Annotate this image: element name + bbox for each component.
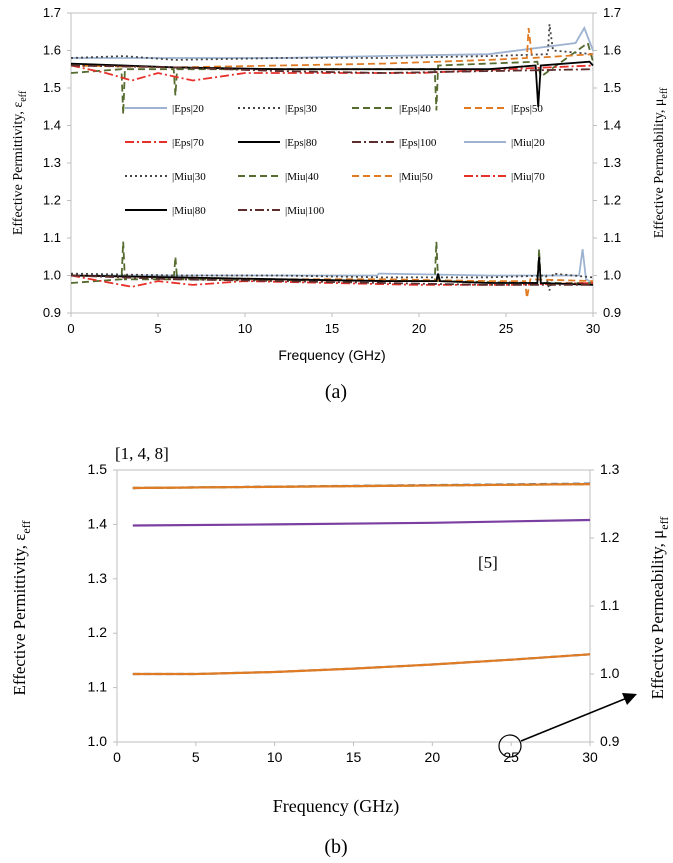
panel-a-ytick-label: 1.7 <box>43 5 61 20</box>
panel-a-series-line-5 <box>70 60 594 107</box>
panel-b-ytick-label: 1.0 <box>88 733 108 749</box>
panel-b-ytick-label: 1.1 <box>88 679 108 695</box>
panel-b-series-line-3 <box>132 518 591 527</box>
legend-label-3: |Eps|50 <box>511 103 543 115</box>
panel-a-series-line-6 <box>70 64 594 74</box>
panel-a-series-line-7 <box>71 249 594 284</box>
panel-b-xtick-label: 10 <box>267 749 283 765</box>
panel-a-series-line-9 <box>70 241 593 284</box>
panel-a-y2tick-label: 0.9 <box>603 305 621 320</box>
panel-b-series <box>132 482 591 676</box>
panel-a-xtick-label: 20 <box>412 321 426 336</box>
panel-b-y2tick-label: 1.1 <box>600 597 620 613</box>
legend-label-9: |Miu|40 <box>285 171 319 183</box>
panel-a-x-ticks: 0 5 10 15 20 25 30 <box>67 313 600 336</box>
panel-b-y2tick-label: 1.3 <box>600 461 620 477</box>
panel-b-highlight-circle <box>498 734 522 758</box>
panel-a-xtick-label: 5 <box>154 321 161 336</box>
panel-b-annotation-arrow <box>520 697 628 742</box>
panel-b-series-line-2 <box>132 483 591 490</box>
panel-b-left-ticks: 1.0 1.1 1.2 1.3 1.4 1.5 <box>88 461 117 749</box>
panel-a-right-ticks: 0.9 1.0 1.1 1.2 1.3 1.4 1.5 1.6 1.7 <box>593 5 621 320</box>
panel-a-left-ticks: 0.9 1.0 1.1 1.2 1.3 1.4 1.5 1.6 1.7 <box>43 5 71 320</box>
panel-b-series-line-4 <box>132 653 591 676</box>
panel-a-legend: |Eps|20 |Eps|30 |Eps|40 |Eps|50 |Eps|70 |Eps|… <box>125 103 545 217</box>
panel-a-label: (a) <box>325 381 347 403</box>
panel-b-y2tick-label: 1.0 <box>600 665 620 681</box>
panel-b-plot-frame <box>116 469 591 743</box>
legend-label-8: |Miu|30 <box>172 171 206 183</box>
panel-b-x-ticks: 0 5 10 15 20 25 30 <box>113 742 598 765</box>
panel-a-y2tick-label: 1.7 <box>603 5 621 20</box>
panel-b-arrow-head <box>622 693 637 705</box>
panel-a-chart: 0.9 1.0 1.1 1.2 1.3 1.4 1.5 1.6 1.7 0.9 1.0 1.1 1.2… <box>11 5 670 403</box>
panel-b-annotation-refs-1-4-8: [1, 4, 8] <box>115 444 169 463</box>
panel-a-xtick-label: 30 <box>586 321 600 336</box>
panel-a-series-line-0 <box>71 25 594 59</box>
panel-b-y2tick-label: 0.9 <box>600 733 620 749</box>
panel-b-chart: 1.0 1.1 1.2 1.3 1.4 1.5 0.9 1.0 1.1 1.2 1.3 0 5 10 1… <box>10 444 671 858</box>
panel-a-series-line-1 <box>70 24 594 61</box>
panel-b-y2-axis-title: Effective Permeability, μeff <box>648 517 671 700</box>
panel-b-xtick-label: 5 <box>192 749 200 765</box>
legend-label-12: |Miu|80 <box>172 205 206 217</box>
panel-a-ytick-label: 1.3 <box>43 155 61 170</box>
panel-b-series-line-5 <box>132 653 591 676</box>
panel-a-series-line-3 <box>70 27 594 69</box>
legend-label-0: |Eps|20 <box>172 103 204 115</box>
panel-b-x-axis-title: Frequency (GHz) <box>273 796 399 817</box>
legend-label-4: |Eps|70 <box>172 137 204 149</box>
panel-b-y-axis-title: Effective Permittivity, εeff <box>10 520 33 695</box>
panel-a-series-line-13 <box>70 274 593 286</box>
panel-a-y2tick-label: 1.4 <box>603 118 621 133</box>
panel-a-y2tick-label: 1.3 <box>603 155 621 170</box>
panel-b-annotation-ref-5: [5] <box>478 553 498 572</box>
panel-a-xtick-label: 25 <box>499 321 513 336</box>
panel-a-ytick-label: 1.6 <box>43 43 61 58</box>
legend-label-13: |Miu|100 <box>285 205 325 217</box>
panel-a-y2tick-label: 1.6 <box>603 43 621 58</box>
panel-b-ytick-label: 1.4 <box>88 515 108 531</box>
panel-a-ytick-label: 1.1 <box>43 230 61 245</box>
legend-label-6: |Eps|100 <box>399 137 437 149</box>
legend-label-7: |Miu|20 <box>511 137 545 149</box>
panel-a-y2tick-label: 1.2 <box>603 193 621 208</box>
legend-label-2: |Eps|40 <box>399 103 431 115</box>
panel-a-xtick-label: 10 <box>238 321 252 336</box>
panel-a-series <box>70 24 594 299</box>
panel-a-y2tick-label: 1.5 <box>603 80 621 95</box>
legend-label-10: |Miu|50 <box>399 171 433 183</box>
panel-a-ytick-label: 1.2 <box>43 193 61 208</box>
panel-a-xtick-label: 0 <box>67 321 74 336</box>
panel-b-ytick-label: 1.5 <box>88 461 108 477</box>
panel-a-x-axis-title: Frequency (GHz) <box>278 347 385 363</box>
panel-a-y2tick-label: 1.0 <box>603 268 621 283</box>
legend-label-11: |Miu|70 <box>511 171 545 183</box>
panel-b-xtick-label: 20 <box>425 749 441 765</box>
panel-a-series-line-12 <box>70 256 594 286</box>
panel-b-y2tick-label: 1.2 <box>600 529 620 545</box>
legend-label-1: |Eps|30 <box>285 103 317 115</box>
panel-b-xtick-label: 0 <box>113 749 121 765</box>
panel-a-xtick-label: 15 <box>325 321 339 336</box>
panel-a-ytick-label: 0.9 <box>43 305 61 320</box>
panel-a-y-axis-title: Effective Permittivity, εeff <box>11 90 29 235</box>
panel-a-series-line-10 <box>70 274 594 299</box>
panel-b-xtick-label: 15 <box>346 749 362 765</box>
panel-b-label: (b) <box>324 836 347 858</box>
panel-a-ytick-label: 1.4 <box>43 118 61 133</box>
panel-b-xtick-label: 30 <box>582 749 598 765</box>
legend-label-5: |Eps|80 <box>285 137 317 149</box>
panel-b-ytick-label: 1.2 <box>88 624 108 640</box>
panel-a-y2tick-label: 1.1 <box>603 230 621 245</box>
panel-a-ytick-label: 1.0 <box>43 268 61 283</box>
panel-a-ytick-label: 1.5 <box>43 80 61 95</box>
panel-b-ytick-label: 1.3 <box>88 570 108 586</box>
panel-a-y2-axis-title: Effective Permeability, μeff <box>652 87 670 238</box>
panel-b-right-ticks: 0.9 1.0 1.1 1.2 1.3 <box>590 461 620 749</box>
